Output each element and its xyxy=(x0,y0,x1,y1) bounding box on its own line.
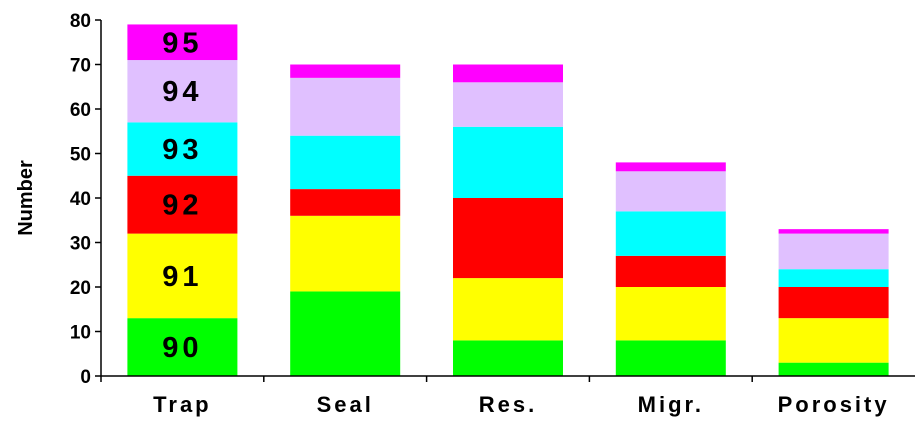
bars xyxy=(127,24,889,376)
bar-segment xyxy=(290,215,401,292)
bar-segment xyxy=(453,340,563,376)
bar-segment xyxy=(615,171,726,212)
y-tick-label: 70 xyxy=(70,56,91,77)
bar-segment xyxy=(778,229,889,234)
x-tick-label: Res. xyxy=(479,392,537,417)
bar-segment xyxy=(615,255,726,287)
bar-segment xyxy=(290,135,401,190)
x-tick-label: Porosity xyxy=(778,392,890,417)
y-tick-label: 50 xyxy=(70,145,91,166)
bar-segment xyxy=(778,287,889,319)
y-tick-label: 0 xyxy=(80,367,91,388)
bar-segment xyxy=(453,278,563,341)
segment-label: 95 xyxy=(162,27,202,59)
bar-segment xyxy=(778,269,889,287)
bar-segment xyxy=(453,198,563,279)
bar-segment xyxy=(127,175,238,234)
bar-segment xyxy=(290,189,401,216)
x-axis: Trap Seal Res. Migr. Porosity xyxy=(100,375,915,417)
segment-label: 91 xyxy=(162,261,202,293)
bar-segment xyxy=(127,60,238,123)
segment-label: 93 xyxy=(162,134,202,166)
y-axis-title: Number xyxy=(15,160,37,236)
segment-labels: 90 91 92 93 94 95 xyxy=(162,27,202,364)
bar-segment xyxy=(127,233,238,319)
bar-segment xyxy=(290,64,401,78)
bar-segment xyxy=(778,318,889,363)
segment-label: 90 xyxy=(162,332,202,364)
bar-segment xyxy=(615,162,726,172)
segment-label: 92 xyxy=(162,190,202,222)
bar-segment xyxy=(290,77,401,136)
x-tick-label: Trap xyxy=(153,392,211,417)
x-tick-label: Seal xyxy=(317,392,374,417)
y-axis: 0 10 20 30 40 50 60 70 80 xyxy=(70,11,102,388)
bar-segment xyxy=(453,126,563,198)
y-tick-label: 80 xyxy=(70,11,91,32)
segment-label: 94 xyxy=(162,76,202,108)
bar-segment xyxy=(778,233,889,270)
bar-segment xyxy=(778,362,889,376)
y-tick-label: 40 xyxy=(70,189,91,210)
bar-segment xyxy=(127,122,238,176)
bar-segment xyxy=(615,340,726,376)
y-tick-label: 20 xyxy=(70,278,91,299)
bar-segment xyxy=(127,24,238,61)
y-tick-label: 10 xyxy=(70,323,91,344)
bar-segment xyxy=(453,82,563,127)
bar-segment xyxy=(615,211,726,256)
y-tick-label: 30 xyxy=(70,234,91,255)
x-tick-label: Migr. xyxy=(638,392,704,417)
bar-segment xyxy=(615,287,726,341)
y-tick-label: 60 xyxy=(70,100,91,121)
bar-segment xyxy=(453,64,563,83)
bar-segment xyxy=(127,318,238,376)
bar-segment xyxy=(290,291,401,376)
